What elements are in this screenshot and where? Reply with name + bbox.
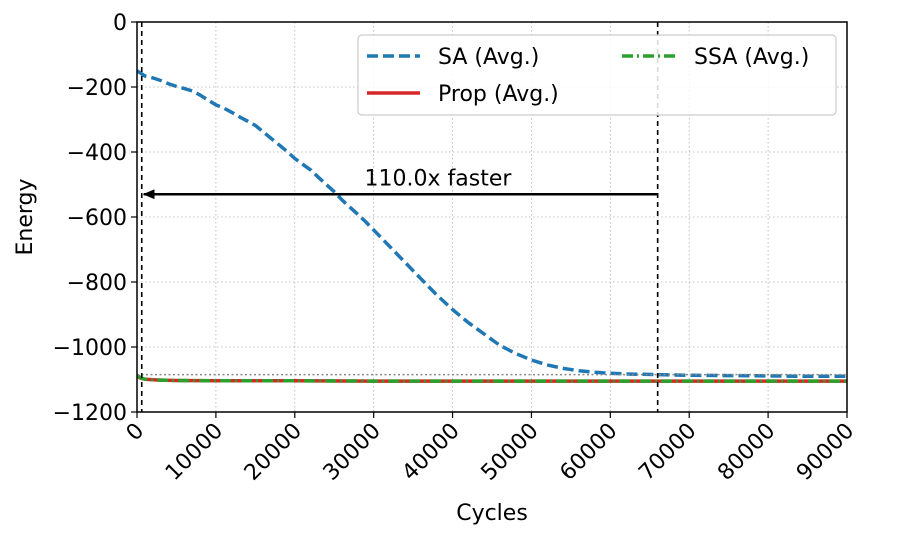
series-line-ssa (137, 374, 847, 383)
x-tick-label: 50000 (477, 419, 544, 486)
y-tick-label: −1000 (53, 336, 127, 361)
y-tick-label: −400 (67, 141, 127, 166)
legend-label-prop: Prop (Avg.) (438, 82, 559, 107)
legend: SA (Avg.) Prop (Avg.) SSA (Avg.) (357, 34, 837, 116)
series-line-sa (137, 69, 847, 379)
x-axis-title: Cycles (456, 501, 528, 526)
y-axis-title: Energy (13, 178, 38, 255)
x-tick-label: 30000 (319, 419, 386, 486)
y-tick-label: 0 (113, 11, 127, 36)
x-tick-label: 60000 (555, 419, 622, 486)
legend-box (357, 34, 837, 116)
x-tick-label: 10000 (161, 419, 228, 486)
series-layer (137, 69, 847, 383)
x-tick-label: 80000 (713, 419, 780, 486)
speedup-label: 110.0x faster (365, 166, 513, 191)
x-tick-label: 40000 (398, 419, 465, 486)
y-tick-label: −800 (67, 271, 127, 296)
x-tick-label: 70000 (634, 419, 701, 486)
y-tick-label: −600 (67, 206, 127, 231)
legend-label-ssa: SSA (Avg.) (694, 45, 809, 70)
x-tick-label: 20000 (240, 419, 307, 486)
y-tick-label: −200 (67, 76, 127, 101)
x-tick-label: 90000 (792, 419, 859, 486)
legend-label-sa: SA (Avg.) (438, 45, 539, 70)
y-tick-label: −1200 (53, 401, 127, 426)
